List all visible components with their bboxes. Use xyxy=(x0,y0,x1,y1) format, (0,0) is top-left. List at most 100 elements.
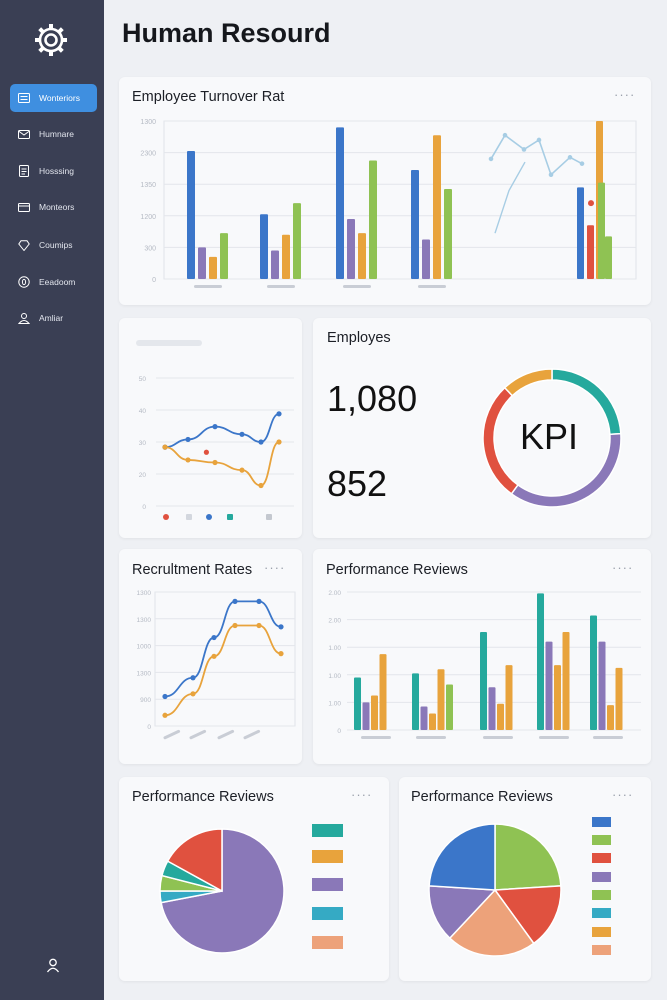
performance-card: Performance Reviews ···· 2.00 2.00 1.00 1.0… xyxy=(313,549,651,764)
envelope-icon xyxy=(17,127,31,141)
bar xyxy=(260,214,268,279)
gear-tooth xyxy=(49,50,53,56)
bar xyxy=(347,218,355,279)
legend-swatch xyxy=(592,927,611,937)
legend-swatch xyxy=(312,878,343,891)
series-point xyxy=(258,482,264,489)
pie-slice xyxy=(448,888,535,957)
series-point xyxy=(258,439,264,445)
sidebar-item-humnare[interactable]: Humnare xyxy=(10,120,97,148)
user-icon[interactable] xyxy=(45,957,61,973)
series-point xyxy=(256,622,262,629)
series-line xyxy=(164,441,280,487)
card-title: Employes xyxy=(327,330,391,346)
bar xyxy=(187,151,195,279)
bar xyxy=(497,703,504,730)
y-tick-label: 1300 xyxy=(137,670,152,677)
x-tick-label xyxy=(343,285,371,288)
bar xyxy=(420,706,428,730)
circle-icon xyxy=(17,275,31,289)
sidebar-item-monteors[interactable]: Monteors xyxy=(10,193,97,221)
bar xyxy=(577,187,584,279)
trend-point xyxy=(521,147,527,152)
legend-swatch xyxy=(227,514,233,520)
more-options-icon[interactable]: ···· xyxy=(264,560,286,575)
gear-tooth xyxy=(38,45,46,53)
bar xyxy=(605,236,612,279)
trend-point xyxy=(536,137,542,143)
series-point xyxy=(190,675,196,681)
sidebar-item-amliar[interactable]: Amliar xyxy=(10,304,97,332)
bar xyxy=(198,247,206,279)
sidebar-item-wonteriors[interactable]: Wonteriors xyxy=(10,84,97,112)
sidebar-item-hosssing[interactable]: Hosssing xyxy=(10,157,97,185)
x-tick-label xyxy=(593,736,623,739)
pie-slice xyxy=(166,828,223,893)
legend-swatch xyxy=(266,514,272,520)
series-point xyxy=(278,651,284,657)
more-options-icon[interactable]: ···· xyxy=(612,787,634,802)
donut-slice xyxy=(482,386,519,495)
legend-swatch xyxy=(163,514,169,520)
card-icon xyxy=(17,200,31,214)
more-options-icon[interactable]: ···· xyxy=(351,787,373,802)
y-tick-label: 0 xyxy=(337,728,341,735)
bar xyxy=(293,203,301,279)
series-point xyxy=(185,457,191,463)
legend-swatch xyxy=(592,908,611,918)
bar xyxy=(607,705,614,730)
bar xyxy=(362,702,370,730)
legend-swatch xyxy=(312,936,343,949)
series-point xyxy=(276,411,282,417)
y-tick-label: 1.00 xyxy=(328,700,341,707)
plot-frame xyxy=(154,591,296,727)
gear-icon[interactable] xyxy=(33,22,69,58)
legend-swatch xyxy=(312,850,343,863)
series-point xyxy=(185,436,191,443)
series-point xyxy=(211,653,217,659)
bar xyxy=(433,135,441,279)
series-point xyxy=(232,598,238,604)
pie-right-chart xyxy=(428,817,611,957)
bar xyxy=(505,665,513,730)
bar xyxy=(598,641,606,730)
series-line xyxy=(164,624,282,717)
recruitment-card: Recrultment Rates ···· 1300 1300 1000 1300 9… xyxy=(119,549,302,764)
card-title: Performance Reviews xyxy=(411,789,553,805)
bar xyxy=(562,632,570,730)
bar xyxy=(369,160,377,279)
sidebar-item-coumips[interactable]: Coumips xyxy=(10,231,97,259)
sidebar-item-eeadoom[interactable]: Eeadoom xyxy=(10,268,97,296)
y-tick-label: 2.00 xyxy=(328,590,341,597)
pie-right-card: Performance Reviews ···· xyxy=(399,777,651,981)
more-options-icon[interactable]: ···· xyxy=(614,87,636,102)
pie-slice xyxy=(494,823,562,891)
bar xyxy=(358,233,366,279)
card-title: Performance Reviews xyxy=(326,562,468,578)
gear-tooth xyxy=(56,45,64,53)
y-tick-label: 1350 xyxy=(140,182,156,189)
bar xyxy=(437,669,445,730)
x-tick-label xyxy=(194,285,222,288)
gear-tooth xyxy=(56,27,64,35)
employee-count: 1,080 xyxy=(327,378,418,419)
trend-point xyxy=(579,161,585,166)
legend-swatch xyxy=(592,945,611,955)
turnover-card: Employee Turnover Rat ···· 1300 2300 1350 1… xyxy=(119,77,651,305)
series-point xyxy=(211,634,217,641)
series-point xyxy=(162,712,168,718)
x-tick-label xyxy=(267,285,295,288)
turnover-chart: 1300 2300 1350 1200 300 0 xyxy=(140,119,637,288)
legend-swatch xyxy=(592,817,611,827)
card-title: Employee Turnover Rat xyxy=(132,89,285,105)
bar xyxy=(411,169,419,279)
x-tick-label xyxy=(539,736,569,739)
series-point xyxy=(239,431,245,437)
x-tick-label xyxy=(361,736,391,739)
more-options-icon[interactable]: ···· xyxy=(612,560,634,575)
x-tick-label xyxy=(416,736,446,739)
y-tick-label: 0 xyxy=(142,504,146,511)
bar xyxy=(587,225,594,279)
employees-card: Employes 1,080 852 KPI xyxy=(313,318,651,538)
pie-slice xyxy=(428,823,496,891)
